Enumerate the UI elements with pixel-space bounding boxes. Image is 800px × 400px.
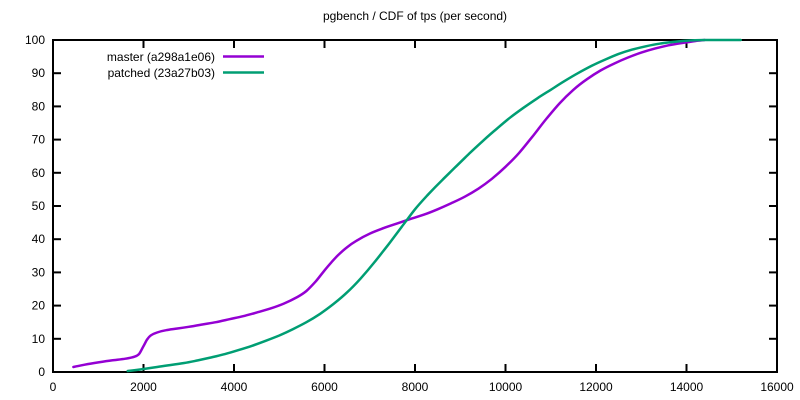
x-tick-label: 10000 — [489, 380, 523, 394]
series-line-0 — [72, 38, 706, 369]
y-tick-label: 70 — [32, 133, 46, 147]
x-tick-label: 0 — [50, 380, 57, 394]
x-tick-label: 16000 — [760, 380, 794, 394]
x-tick-label: 8000 — [402, 380, 429, 394]
x-tick-label: 12000 — [579, 380, 613, 394]
x-tick-label: 4000 — [221, 380, 248, 394]
y-tick-label: 40 — [32, 232, 46, 246]
x-tick-label: 2000 — [130, 380, 157, 394]
x-tick-label: 14000 — [670, 380, 704, 394]
y-tick-label: 20 — [32, 299, 46, 313]
y-tick-label: 30 — [32, 265, 46, 279]
series-line-1 — [126, 38, 743, 373]
y-tick-label: 100 — [25, 33, 45, 47]
y-tick-label: 80 — [32, 99, 46, 113]
x-tick-label: 6000 — [311, 380, 338, 394]
plot-border — [52, 39, 778, 373]
y-tick-label: 0 — [38, 365, 45, 379]
y-tick-label: 50 — [32, 199, 46, 213]
y-tick-label: 90 — [32, 66, 46, 80]
chart-title: pgbench / CDF of tps (per second) — [322, 9, 508, 23]
y-tick-label: 60 — [32, 166, 46, 180]
legend-label-1: patched (23a27b03) — [108, 66, 215, 80]
y-tick-label: 10 — [32, 332, 46, 346]
legend-label-0: master (a298a1e06) — [107, 50, 215, 64]
